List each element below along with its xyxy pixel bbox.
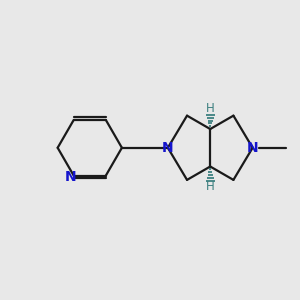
Text: N: N [65,170,76,184]
Text: H: H [206,180,214,193]
Text: N: N [162,141,174,155]
Text: N: N [247,141,258,155]
Text: H: H [206,103,214,116]
